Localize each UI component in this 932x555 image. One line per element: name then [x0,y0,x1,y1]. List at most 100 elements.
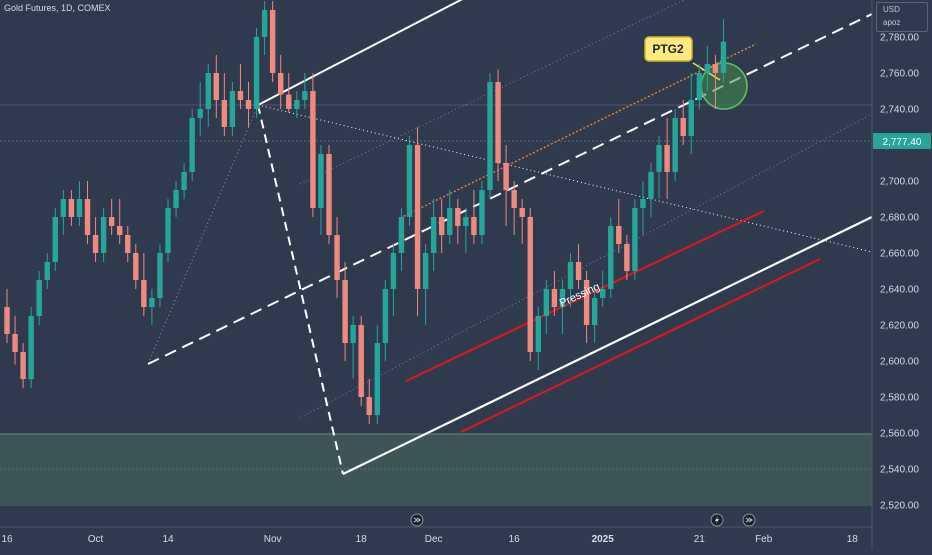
candle-body [84,199,91,235]
currency-selector[interactable]: USD apoz [876,2,928,32]
candle-body [294,100,300,109]
candle-body [551,289,558,307]
flag-event-icon[interactable] [742,513,756,527]
candle-body [479,190,485,235]
candle-body [648,172,654,199]
candle [165,199,171,262]
candle [575,244,582,289]
drawing-tools [147,0,873,475]
candle [229,82,236,136]
candle [205,64,211,127]
candle [527,208,533,361]
candle-body [382,289,389,343]
candle-body [133,253,139,280]
candle [712,55,719,109]
candlestick-series [4,1,727,424]
candle-body [447,208,453,235]
candle-body [189,118,195,172]
candle [334,217,340,298]
candle [656,136,662,199]
candle [278,55,284,109]
candle [720,19,727,82]
pitchfork-handle-left [147,104,259,365]
candle-body [656,145,662,172]
candle-body [640,199,646,208]
candle-body [60,199,67,217]
candle-body [165,208,171,253]
candle-body [221,100,228,127]
candle [141,253,147,316]
time-tick-label: 16 [509,534,521,545]
candle [422,244,429,325]
candle-body [237,91,244,100]
candle-body [253,37,260,109]
candle-body [261,10,268,37]
candle [36,271,42,325]
candle-body [535,316,541,352]
price-tick-label: 2,780.00 [880,33,919,44]
candle [213,55,219,118]
candle-body [205,73,211,109]
flash-event-icon[interactable] [710,513,724,527]
candle-body [487,82,493,190]
candle [479,181,485,244]
candle-body [543,289,550,316]
flag-event-icon[interactable] [410,513,424,527]
candle [374,325,380,424]
candle-body [624,244,630,271]
candle-body [414,145,421,289]
last-price-badge [873,133,931,149]
candle [390,244,397,316]
ptg2-callout-box [644,36,693,62]
candle [519,199,525,244]
candle [286,73,292,113]
candle [117,199,123,244]
currency-sublabel: apoz [883,18,901,27]
candle [648,163,654,217]
candle-body [76,199,83,217]
candle [189,109,195,181]
time-tick-label: Dec [425,534,443,545]
candle-body [310,91,316,208]
time-tick-label: 21 [694,534,706,545]
candle-body [36,280,42,316]
candle-body [495,82,501,163]
candle [76,181,83,226]
candle [382,280,389,361]
candle [92,217,99,262]
currency-label: USD [883,5,900,14]
price-tick-label: 2,680.00 [880,213,919,224]
candle [616,199,622,253]
time-axis[interactable]: 16 Oct 14 Nov 18 Dec 16 2025 21 Feb 18 [1,534,858,545]
candle-body [52,217,58,262]
candle-body [374,343,380,415]
candle [591,289,598,343]
time-tick-label: Oct [88,534,104,545]
candle-body [229,91,236,127]
candle [511,181,517,235]
candle-body [197,109,203,118]
candle-body [108,217,115,226]
candle-body [20,352,26,379]
candle-body [358,325,364,397]
candle-body [181,172,187,190]
candle-body [342,280,348,343]
candle [108,199,115,235]
candle [398,208,405,271]
candle [543,280,550,334]
candle [551,271,558,316]
candle [632,199,638,280]
candle-body [318,154,324,208]
candle-body [608,226,614,289]
candle-body [44,262,50,280]
candle-body [463,217,469,226]
last-price-label: 2,777.40 [883,137,922,148]
candle [181,163,187,199]
candle-body [100,217,107,253]
candle-body [245,100,252,109]
candle [60,190,67,235]
candle-body [720,41,727,73]
candle [197,82,203,136]
